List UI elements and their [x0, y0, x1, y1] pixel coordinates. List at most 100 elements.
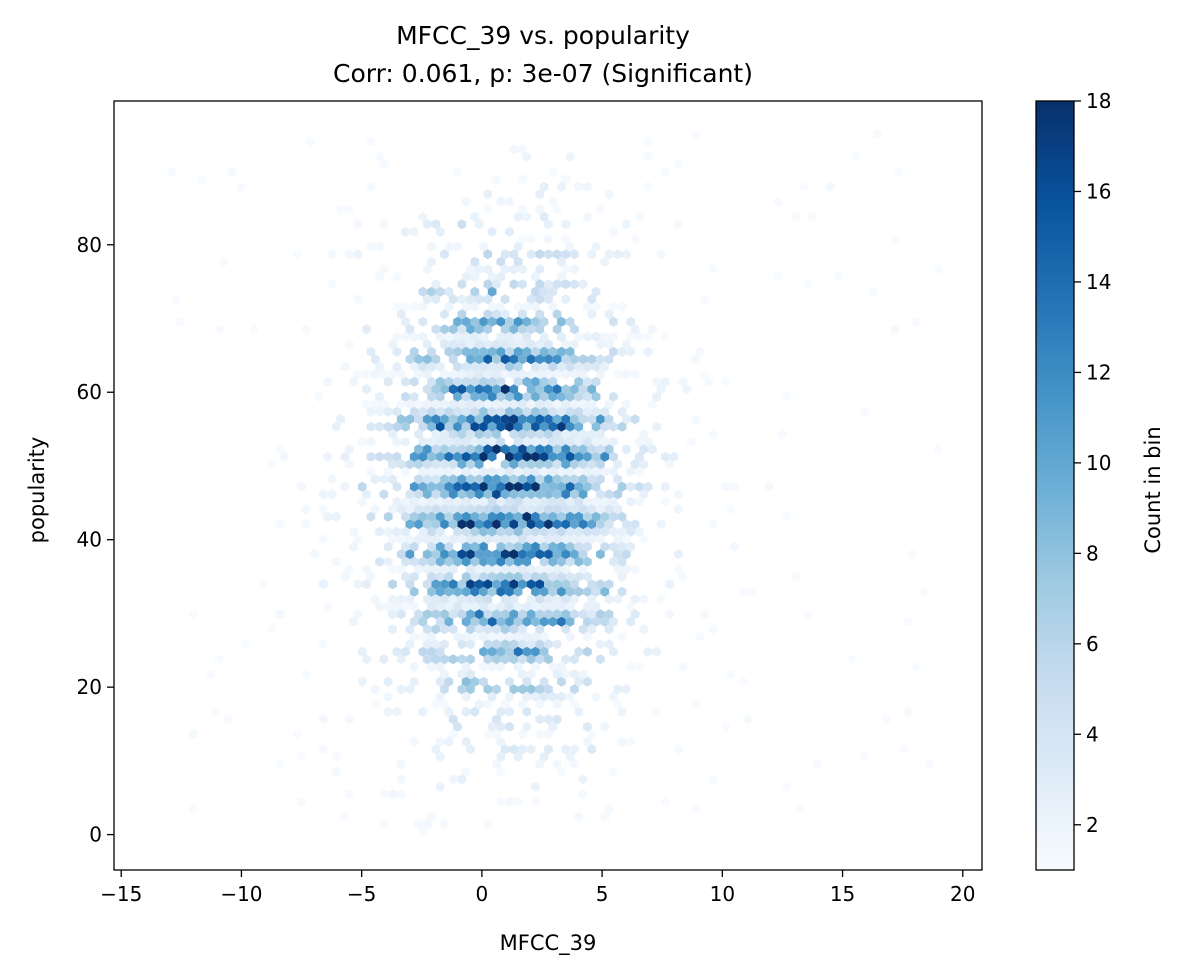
hexbin-cell: [431, 549, 441, 560]
hexbin-cell: [505, 526, 514, 537]
hexbin-cell: [414, 474, 423, 485]
hexbin-cell: [574, 331, 584, 342]
hexbin-cell: [293, 249, 302, 260]
hexbin-cell: [635, 466, 644, 477]
hexbin-cell: [457, 549, 467, 560]
hexbin-cell: [457, 444, 467, 455]
hexbin-cell: [565, 406, 575, 417]
hexbin-cell: [362, 654, 371, 665]
hexbin-cell: [500, 309, 510, 320]
hexbin-cell: [617, 421, 627, 432]
hexbin-cell: [513, 496, 523, 507]
hexbin-cell: [431, 594, 441, 605]
hexbin-cell: [474, 219, 484, 230]
hexbin-cell: [470, 256, 480, 267]
hexbin-cell: [479, 481, 488, 492]
hexbin-cell: [583, 541, 592, 552]
hexbin-cell: [535, 249, 545, 260]
hexbin-cell: [548, 481, 558, 492]
hexbin-cell: [522, 646, 532, 657]
hexbin-cell: [435, 676, 445, 687]
hexbin-cell: [440, 519, 449, 530]
hexbin-cell: [535, 474, 545, 485]
hexbin-cell: [440, 429, 449, 440]
hexbin-cell: [457, 684, 467, 695]
hexbin-cell: [531, 376, 540, 387]
hexbin-cell: [453, 481, 462, 492]
hexbin-cell: [513, 556, 523, 567]
hexbin-cell: [574, 391, 584, 402]
hexbin-cell: [375, 406, 384, 417]
hexbin-cell: [808, 211, 817, 222]
hexbin-cell: [509, 384, 519, 395]
hexbin-cell: [544, 594, 553, 605]
hexbin-cell: [418, 511, 428, 522]
hexbin-cell: [344, 714, 354, 725]
hexbin-cell: [379, 264, 389, 275]
hexbin-cell: [405, 639, 415, 650]
hexbin-cell: [414, 489, 423, 500]
hexbin-cell: [591, 421, 601, 432]
hexbin-cell: [518, 339, 527, 350]
hexbin-cell: [470, 361, 480, 372]
hexbin-cell: [405, 324, 415, 335]
hexbin-cell: [509, 624, 519, 635]
hexbin-cell: [353, 369, 363, 380]
hexbin-cell: [583, 571, 592, 582]
hexbin-cell: [583, 616, 592, 627]
hexbin-cell: [401, 571, 410, 582]
hexbin-cell: [565, 631, 575, 642]
hexbin-cell: [557, 661, 566, 672]
hexbin-cell: [578, 474, 588, 485]
hexbin-cell: [544, 579, 553, 590]
hexbin-cell: [622, 369, 631, 380]
hexbin-cell: [427, 526, 436, 537]
hexbin-cell: [535, 294, 545, 305]
hexbin-cell: [622, 684, 631, 695]
hexbin-cell: [522, 691, 532, 702]
hexbin-cell: [518, 609, 527, 620]
hexbin-cell: [535, 699, 545, 710]
hexbin-cell: [427, 466, 436, 477]
hexbin-cell: [513, 601, 523, 612]
hexbin-cell: [591, 286, 601, 297]
hexbin-cell: [557, 361, 566, 372]
hexbin-cell: [535, 759, 545, 770]
hexbin-cell: [483, 474, 493, 485]
hexbin-cell: [505, 406, 514, 417]
hexbin-cell: [544, 249, 553, 260]
hexbin-cell: [414, 609, 423, 620]
hexbin-cell: [444, 736, 454, 747]
hexbin-cell: [604, 444, 614, 455]
hexbin-cell: [570, 609, 579, 620]
hexbin-cell: [526, 444, 536, 455]
hexbin-cell: [409, 616, 419, 627]
hexbin-cell: [366, 241, 376, 252]
hexbin-cell: [392, 526, 402, 537]
hexbin-cell: [526, 354, 536, 365]
hexbin-cell: [587, 534, 597, 545]
hexbin-cell: [565, 511, 575, 522]
hexbin-cell: [591, 496, 601, 507]
hexbin-cell: [535, 204, 545, 215]
hexbin-cell: [457, 654, 467, 665]
hexbin-cell: [448, 549, 458, 560]
hexbin-cell: [652, 376, 661, 387]
hexbin-cell: [613, 249, 623, 260]
hexbin-cell: [470, 496, 480, 507]
hexbin-cell: [522, 346, 532, 357]
hexbin-cell: [479, 601, 488, 612]
hexbin-cell: [513, 616, 523, 627]
hexbin-cell: [591, 526, 601, 537]
hexbin-cell: [331, 556, 341, 567]
hexbin-cell: [492, 624, 501, 635]
hexbin-cell: [483, 819, 493, 830]
hexbin-cell: [440, 639, 449, 650]
hexbin-cell: [461, 421, 471, 432]
hexbin-cell: [535, 534, 545, 545]
hexbin-cell: [544, 654, 553, 665]
hexbin-cell: [466, 594, 475, 605]
hexbin-cell: [215, 654, 224, 665]
hexbin-cell: [466, 669, 475, 680]
hexbin-cell: [600, 721, 610, 732]
